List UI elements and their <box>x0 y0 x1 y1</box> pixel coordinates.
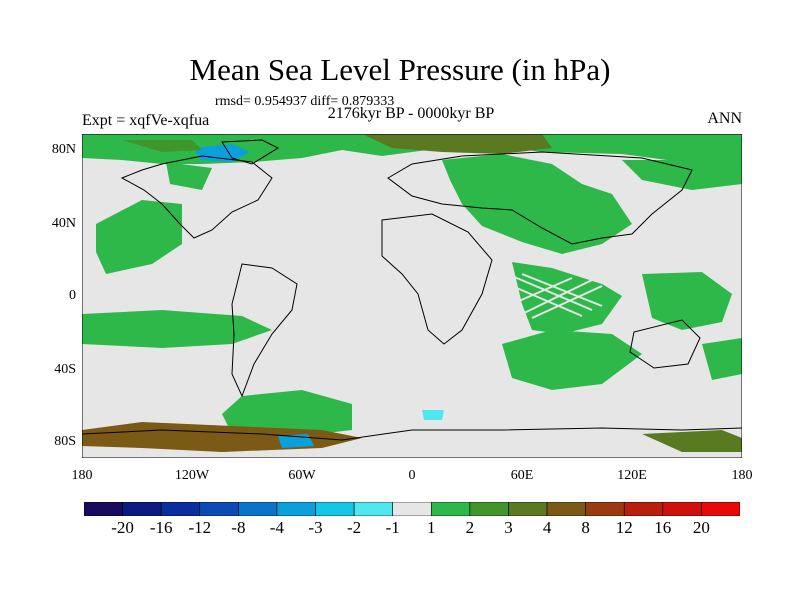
anomaly-region-south-atlantic <box>82 310 272 348</box>
coast-eurasia <box>387 151 693 245</box>
colorbar-label: -8 <box>231 518 246 537</box>
y-tick-label: 80S <box>54 434 76 449</box>
anomaly-region-east-pacific <box>96 200 182 274</box>
coast-greenland <box>221 139 280 165</box>
colorbar-label: 2 <box>465 518 475 537</box>
colorbar-label: -3 <box>308 518 323 537</box>
y-tick-label: 80N <box>51 142 76 157</box>
y-tick-label: 40S <box>54 362 76 377</box>
colorbar-swatch <box>276 502 316 516</box>
colorbar-label: -16 <box>149 518 173 537</box>
colorbar-swatch <box>585 502 625 516</box>
coast-north-america <box>120 155 273 239</box>
anomaly-region-weddell-blue <box>422 410 444 420</box>
x-tick-label: 0 <box>408 468 416 483</box>
anomaly-region-maritime <box>642 272 732 330</box>
colorbar-label: 16 <box>654 518 672 537</box>
colorbar-swatch <box>392 502 432 516</box>
colorbar-swatch <box>662 502 702 516</box>
x-tick-label: 120E <box>617 468 647 483</box>
hatch-region <box>511 273 603 319</box>
colorbar-label: 4 <box>542 518 552 537</box>
anomaly-region-south-indian <box>502 330 642 390</box>
anomaly-region-eurasia <box>442 154 632 254</box>
colorbar-swatch <box>160 502 201 516</box>
colorbar <box>84 502 740 516</box>
colorbar-label: 20 <box>692 518 710 537</box>
colorbar-label: 12 <box>615 518 633 537</box>
colorbar-label: 1 <box>427 518 436 537</box>
y-tick-label: 40N <box>51 216 76 231</box>
coast-south-america <box>231 263 298 398</box>
anomaly-region-north-pacific <box>622 160 742 190</box>
y-tick-label: 0 <box>69 288 76 303</box>
coast-australia <box>629 319 701 369</box>
colorbar-swatch <box>84 502 123 516</box>
x-tick-label: 180 <box>731 468 753 483</box>
colorbar-label: -2 <box>347 518 362 537</box>
colorbar-swatch <box>508 502 548 516</box>
colorbar-swatch <box>238 502 278 516</box>
colorbar-swatch <box>469 502 509 516</box>
colorbar-label: -4 <box>269 518 284 537</box>
colorbar-label: -20 <box>111 518 134 537</box>
period-label: 2176kyr BP - 0000kyr BP <box>327 105 495 122</box>
colorbar-label: 8 <box>581 518 590 537</box>
colorbar-swatch <box>199 502 239 516</box>
colorbar-label: 3 <box>504 518 513 537</box>
colorbar-label: -12 <box>188 518 212 537</box>
map-plot <box>82 134 742 458</box>
anomaly-region-southern-ocean <box>222 390 352 438</box>
colorbar-swatch <box>430 502 471 516</box>
chart-title: Mean Sea Level Pressure (in hPa) <box>189 52 611 87</box>
x-tick-label: 180 <box>71 468 93 483</box>
x-tick-label: 60E <box>510 468 534 483</box>
colorbar-swatch <box>546 502 586 516</box>
colorbar-swatch <box>701 502 740 516</box>
anomaly-region-greenland <box>194 144 250 162</box>
coast-antarctica <box>82 427 742 441</box>
coast-africa <box>381 213 493 345</box>
season-label: ANN <box>707 110 742 127</box>
anomaly-region-canada <box>122 140 202 152</box>
anomaly-region-south-pacific-east <box>702 338 742 380</box>
x-tick-label: 120W <box>174 468 210 483</box>
x-tick-label: 60W <box>288 468 316 483</box>
colorbar-swatch <box>353 502 394 516</box>
colorbar-label: -1 <box>385 518 400 537</box>
colorbar-swatch <box>623 502 664 516</box>
anomaly-region-gulf <box>166 162 212 190</box>
anomaly-region-siberia <box>362 134 552 154</box>
experiment-label: Expt = xqfVe-xqfua <box>82 112 210 129</box>
anomaly-region-antarctic-green <box>642 430 742 452</box>
colorbar-swatch <box>122 502 162 516</box>
stats-label: rmsd= 0.954937 diff= 0.879333 <box>215 94 395 109</box>
colorbar-swatch <box>315 502 355 516</box>
coastlines <box>82 139 742 441</box>
